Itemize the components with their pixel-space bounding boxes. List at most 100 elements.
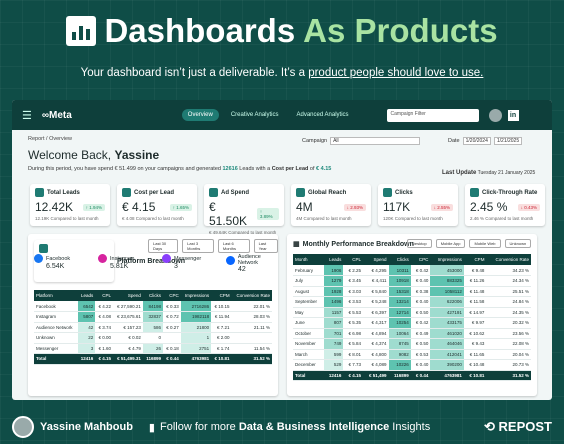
range-button[interactable]: Last 30 Days bbox=[148, 239, 179, 253]
kpi-note: Compared to last month bbox=[394, 216, 443, 221]
table-row[interactable]: Messenger 3 € 1.60 € 4.79 26 € 0.18 2751 € 1.74… bbox=[34, 343, 272, 354]
author-avatar bbox=[12, 416, 34, 438]
kpi-compare: € 4.08 Compared to last month bbox=[122, 216, 192, 221]
column-header[interactable]: Month bbox=[293, 254, 324, 265]
table-cell: 1496 bbox=[323, 296, 344, 308]
table-row[interactable]: September 1496 € 3.53 € 5,248 13214 € 0.40 622… bbox=[293, 296, 531, 308]
column-header[interactable]: Conversion Rate bbox=[231, 290, 272, 301]
table-row[interactable]: August 1928 € 3.03 € 5,840 15318 € 0.38 105811… bbox=[293, 286, 531, 297]
table-cell: € 8.01 bbox=[343, 349, 363, 360]
table-cell: 599 bbox=[323, 349, 344, 360]
platform-name: Audience Network bbox=[226, 254, 282, 266]
total-cell: Total bbox=[293, 370, 324, 381]
column-header[interactable]: Conversion Rate bbox=[486, 254, 531, 265]
device-button[interactable]: Unknown bbox=[504, 239, 532, 248]
monthly-table: Month Leads CPL Spend Clicks CPC Impressions CP… bbox=[293, 254, 531, 381]
column-header[interactable]: CPL bbox=[95, 290, 114, 301]
kpi-card: Cost per Lead € 4.15 ↑ 1.65% € 4.08 Compare… bbox=[117, 184, 197, 226]
range-button[interactable]: Last 3 Months bbox=[182, 239, 214, 253]
date-from[interactable]: 1/20/2024 bbox=[462, 137, 491, 145]
kpi-note: Compared to last month bbox=[228, 230, 277, 235]
kpi-change-badge: ↑ 3.89% bbox=[256, 208, 279, 220]
column-header[interactable]: CPM bbox=[463, 254, 487, 265]
date-to[interactable]: 1/21/2025 bbox=[493, 137, 523, 145]
device-button[interactable]: Mobile Web bbox=[469, 239, 501, 248]
table-row[interactable]: March 599 € 8.01 € 4,800 9082 € 0.53 412041 € 1… bbox=[293, 349, 531, 360]
campaign-filter: Campaign All bbox=[302, 137, 421, 145]
column-header[interactable]: Spend bbox=[113, 290, 143, 301]
column-header[interactable]: Leads bbox=[77, 290, 96, 301]
column-header[interactable]: CPC bbox=[163, 290, 181, 301]
table-cell: 1279 bbox=[323, 275, 344, 287]
campaign-select[interactable]: All bbox=[330, 137, 421, 145]
table-cell: 10918 bbox=[388, 275, 411, 287]
range-button[interactable]: Last Year bbox=[253, 239, 278, 253]
column-header[interactable]: CPL bbox=[343, 254, 363, 265]
linkedin-icon[interactable]: in bbox=[507, 109, 519, 121]
tab-advanced-analytics[interactable]: Advanced Analytics bbox=[296, 112, 349, 118]
grid-icon: ▦ bbox=[293, 241, 300, 248]
footer-text-pre: Follow for more bbox=[159, 421, 239, 433]
kpi-title: Click-Through Rate bbox=[470, 188, 540, 197]
table-row[interactable]: Unknown 22 € 0.00 € 0.02 0 1 € 2.00 bbox=[34, 332, 272, 344]
table-cell: June bbox=[293, 317, 324, 329]
campaign-filter-search[interactable]: Campaign Filter bbox=[386, 108, 479, 122]
kpi-prev: 12.19K bbox=[35, 216, 50, 221]
kpi-value-text: 12.42K bbox=[35, 200, 74, 214]
column-header[interactable]: Impressions bbox=[180, 290, 212, 301]
table-row[interactable]: February 1906 € 2.25 € 4,295 10311 € 0.42 4530… bbox=[293, 265, 531, 276]
table-row[interactable]: Audience Network 42 € 3.74 € 157.23 586 € 0.2… bbox=[34, 322, 272, 333]
table-cell: € 23,675.61 bbox=[113, 311, 143, 323]
total-cell: 4763981 bbox=[180, 353, 212, 365]
device-button[interactable]: Desktop bbox=[407, 239, 432, 248]
dashboard-screenshot: ☰ ∞Meta Overview Creative Analytics Adva… bbox=[12, 100, 552, 400]
table-cell: Unknown bbox=[34, 332, 78, 344]
table-cell: February bbox=[293, 265, 324, 276]
table-row[interactable]: October 701 € 6.98 € 4,894 10064 € 0.49 461020… bbox=[293, 328, 531, 339]
table-row[interactable]: June 807 € 5.35 € 4,317 10254 € 0.42 433175 € 9… bbox=[293, 317, 531, 329]
tab-creative-analytics[interactable]: Creative Analytics bbox=[230, 112, 279, 118]
table-cell: € 5,248 bbox=[363, 296, 389, 308]
column-header[interactable]: Clicks bbox=[388, 254, 411, 265]
table-row[interactable]: November 749 € 5.84 € 4,374 8745 € 0.50 464046… bbox=[293, 338, 531, 350]
table-row[interactable]: July 1279 € 3.45 € 4,411 10918 € 0.40 883325 € … bbox=[293, 275, 531, 287]
hero-subtitle: Your dashboard isn’t just a deliverable.… bbox=[0, 67, 564, 79]
table-cell: 1058112 bbox=[430, 286, 464, 297]
column-header[interactable]: Impressions bbox=[430, 254, 464, 265]
table-cell: € 0.00 bbox=[95, 332, 114, 344]
tab-overview[interactable]: Overview bbox=[181, 109, 219, 121]
kpi-card: Total Leads 12.42K ↑ 1.94% 12.19K Compared … bbox=[30, 184, 110, 226]
subtitle-link[interactable]: product people should love to use. bbox=[308, 67, 484, 79]
table-row[interactable]: December 529 € 7.73 € 4,089 10226 € 0.40 39020… bbox=[293, 359, 531, 371]
column-header[interactable]: Clicks bbox=[142, 290, 164, 301]
hero-header: Dashboards As Products bbox=[0, 12, 564, 50]
kpi-icon bbox=[470, 188, 479, 197]
kpi-icon bbox=[296, 188, 305, 197]
table-cell: 6542 bbox=[77, 301, 96, 312]
column-header[interactable]: Spend bbox=[363, 254, 389, 265]
column-header[interactable]: CPM bbox=[211, 290, 232, 301]
platform-value: 42 bbox=[238, 266, 246, 273]
column-header[interactable]: CPC bbox=[410, 254, 431, 265]
table-row[interactable]: Facebook 6542 € 4.22 € 27,590.21 84198 € 0.33… bbox=[34, 301, 272, 312]
table-row[interactable]: Instagram 5807 € 4.08 € 23,675.61 32837 € 0.7… bbox=[34, 311, 272, 323]
table-cell: € 4,317 bbox=[363, 317, 389, 329]
table-cell: 701 bbox=[323, 328, 344, 339]
table-cell: 1928 bbox=[323, 286, 344, 297]
kpi-card: Ad Spend € 51.50K ↑ 3.89% € 49.64K Compared… bbox=[204, 184, 284, 235]
repost-button[interactable]: ⟲ REPOST bbox=[484, 419, 552, 434]
device-button[interactable]: Mobile App bbox=[435, 239, 466, 248]
column-header[interactable]: Leads bbox=[323, 254, 344, 265]
table-cell: 10064 bbox=[388, 328, 411, 339]
table-cell: € 27,590.21 bbox=[113, 301, 143, 312]
last-update: Last Update Tuesday 21 January 2025 bbox=[442, 170, 535, 176]
table-row[interactable]: May 1157 € 5.53 € 6,397 12714 € 0.50 427191 € 1… bbox=[293, 307, 531, 318]
table-cell: 34.23 % bbox=[486, 265, 531, 276]
hero-title: Dashboards As Products bbox=[66, 12, 498, 50]
user-avatar[interactable] bbox=[488, 108, 502, 122]
menu-icon[interactable]: ☰ bbox=[22, 109, 32, 122]
column-header[interactable]: Platform bbox=[34, 290, 78, 301]
footer: Yassine Mahboub ▮ Follow for more Data &… bbox=[0, 410, 564, 444]
range-button[interactable]: Last 6 Months bbox=[217, 239, 250, 253]
table-cell: € 0.40 bbox=[410, 359, 431, 371]
